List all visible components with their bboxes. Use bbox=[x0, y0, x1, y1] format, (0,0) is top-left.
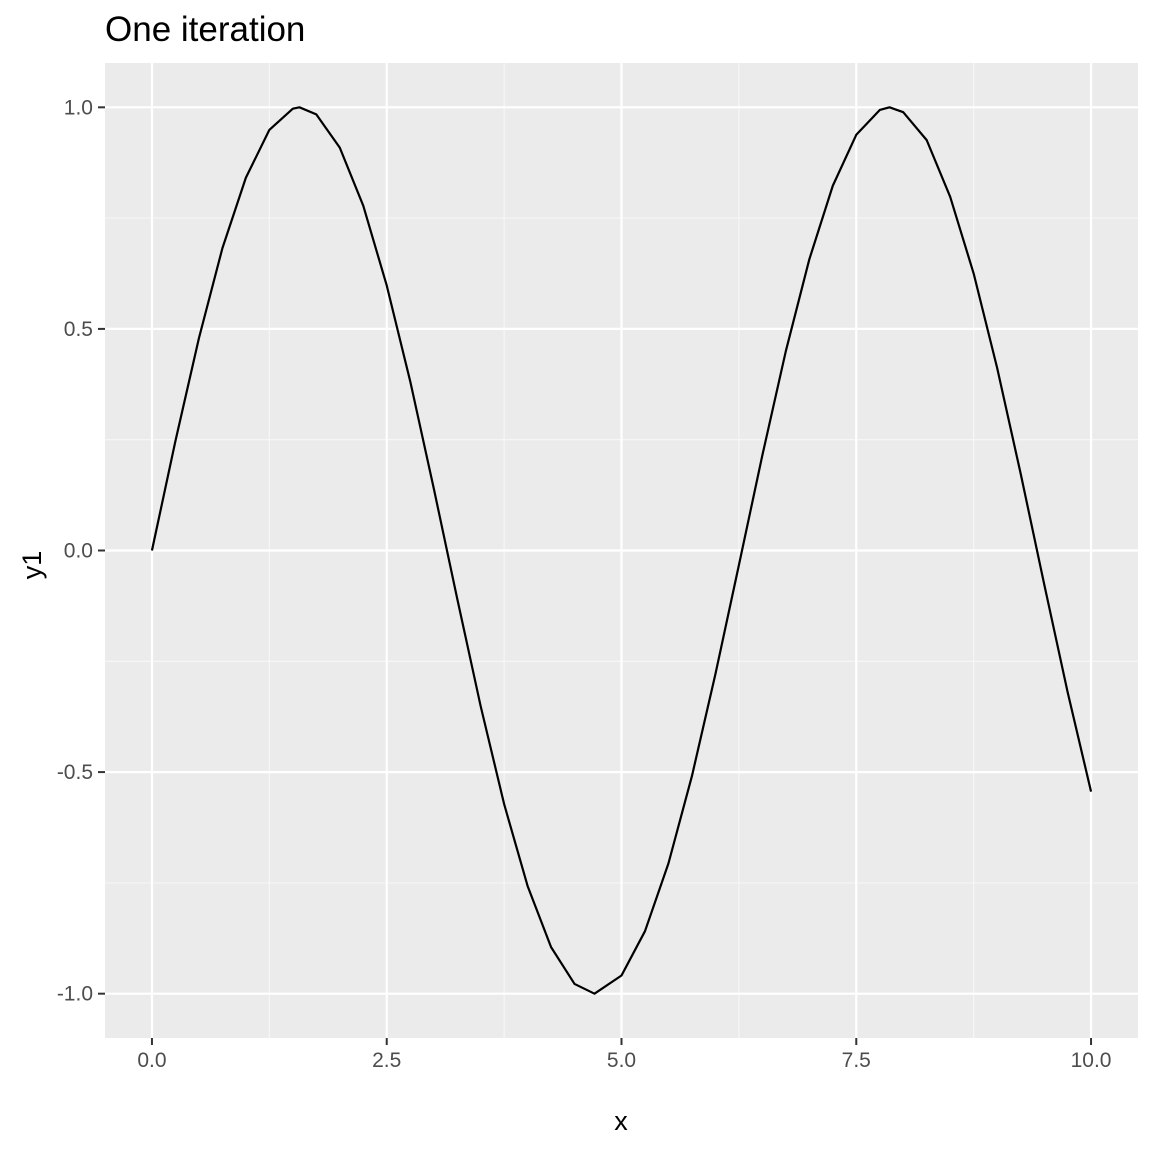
x-tick-label: 0.0 bbox=[137, 1049, 166, 1072]
y-tick-label: -1.0 bbox=[57, 983, 93, 1006]
x-axis-title: x bbox=[614, 1106, 628, 1136]
x-tick-label: 10.0 bbox=[1071, 1049, 1112, 1072]
chart-title: One iteration bbox=[105, 10, 305, 49]
major-gridlines bbox=[105, 63, 1138, 1038]
y-tick-label: -0.5 bbox=[57, 761, 93, 784]
y-axis: -1.0 -0.5 0.0 0.5 1.0 bbox=[57, 96, 105, 1006]
series-line bbox=[150, 106, 1093, 995]
x-axis: 0.0 2.5 5.0 7.5 10.0 bbox=[137, 1038, 1111, 1072]
x-tick-label: 2.5 bbox=[372, 1049, 401, 1072]
y-tick-label: 1.0 bbox=[64, 96, 93, 119]
x-tick-label: 5.0 bbox=[607, 1049, 636, 1072]
x-tick-label: 7.5 bbox=[842, 1049, 871, 1072]
y-axis-title: y1 bbox=[17, 551, 47, 580]
y-tick-label: 0.0 bbox=[64, 540, 93, 563]
y-tick-label: 0.5 bbox=[64, 318, 93, 341]
